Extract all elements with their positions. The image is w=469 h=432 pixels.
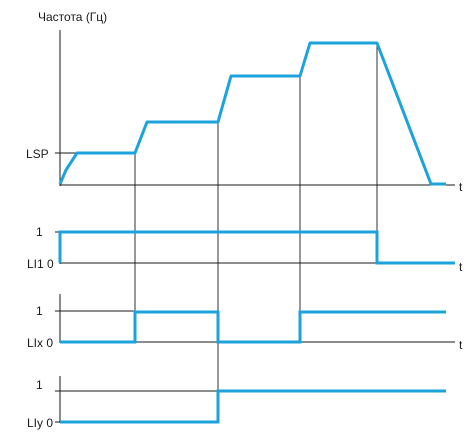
lix-high-label: 1: [36, 304, 43, 318]
liy-high-label: 1: [36, 378, 43, 392]
liy-low-label: LIy 0: [27, 416, 53, 430]
time-label-lix: t: [459, 338, 463, 352]
time-label-frequency: t: [459, 180, 463, 194]
lix-trace: [60, 310, 446, 344]
li1-trace: [58, 230, 455, 265]
li1-low-label: LI1 0: [27, 257, 54, 271]
li1-high-label: 1: [36, 225, 43, 239]
frequency-trace: [58, 41, 446, 186]
frequency-axis-title: Частота (Гц): [38, 10, 107, 24]
lix-low-label: LIx 0: [27, 336, 53, 350]
liy-trace: [60, 389, 446, 424]
lsp-label: LSP: [26, 147, 49, 161]
time-label-li1: t: [459, 260, 463, 274]
